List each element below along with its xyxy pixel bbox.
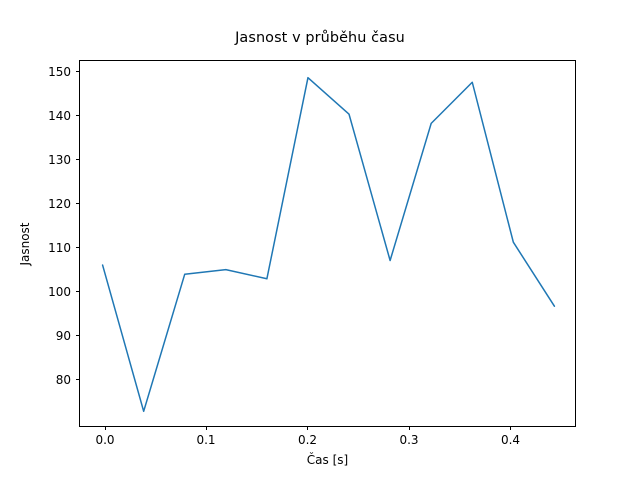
y-axis-title: Jasnost xyxy=(18,222,32,266)
x-tick-label-2: 0.2 xyxy=(297,433,318,447)
y-tick-label-140: 140 xyxy=(48,109,71,123)
y-axis-title-holder: Jasnost xyxy=(0,0,32,265)
x-tick-label-1: 0.1 xyxy=(196,433,216,447)
x-axis-title: Čas [s] xyxy=(306,453,349,467)
x-tick-label-0: 0.0 xyxy=(95,433,115,447)
x-tick-label-4: 0.4 xyxy=(500,433,521,447)
chart-title: Jasnost v průběhu času xyxy=(235,30,405,46)
y-tick-label-80: 80 xyxy=(55,373,71,387)
data-series-line xyxy=(101,76,556,413)
y-tick-label-150: 150 xyxy=(48,65,71,79)
x-tick-label-3: 0.3 xyxy=(399,433,419,447)
plot-area xyxy=(79,60,576,427)
data-line-svg xyxy=(101,76,556,413)
